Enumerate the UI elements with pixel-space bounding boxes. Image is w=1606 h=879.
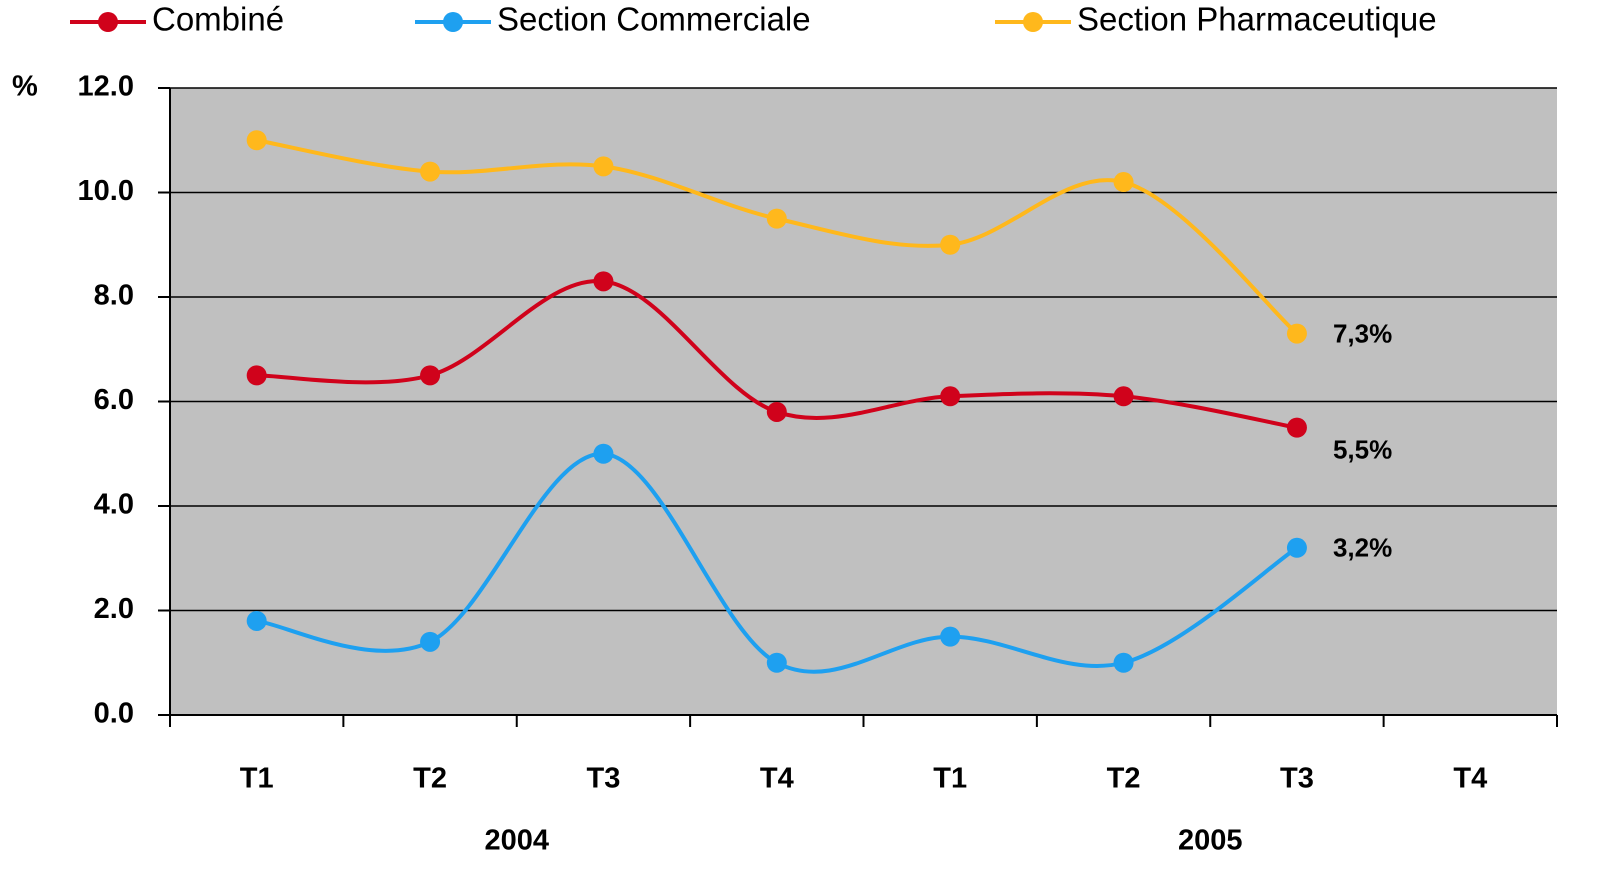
data-point: [940, 626, 961, 647]
data-point: [940, 386, 961, 407]
data-point: [766, 208, 787, 229]
legend-marker: [1023, 12, 1043, 32]
data-point: [593, 443, 614, 464]
data-point: [1113, 172, 1134, 193]
data-point: [1113, 386, 1134, 407]
x-tick-label: T1: [933, 763, 967, 795]
x-group-label: 2005: [1178, 825, 1243, 857]
y-tick-label: 12.0: [78, 71, 134, 103]
legend-label: Combiné: [152, 1, 284, 38]
data-point: [1286, 417, 1307, 438]
legend-marker: [98, 12, 118, 32]
y-tick-label: 0.0: [94, 698, 134, 730]
data-label: 7,3%: [1333, 318, 1392, 348]
data-point: [766, 401, 787, 422]
x-tick-label: T3: [587, 763, 621, 795]
y-axis-unit: %: [12, 71, 38, 103]
x-tick-label: T4: [760, 763, 794, 795]
x-tick-label: T2: [413, 763, 447, 795]
data-point: [420, 631, 441, 652]
legend-label: Section Pharmaceutique: [1077, 1, 1437, 38]
data-label: 5,5%: [1333, 435, 1392, 465]
data-point: [593, 271, 614, 292]
data-label: 3,2%: [1333, 533, 1392, 563]
y-tick-label: 6.0: [94, 384, 134, 416]
legend-label: Section Commerciale: [497, 1, 811, 38]
x-group-label: 2004: [484, 825, 549, 857]
data-point: [246, 365, 267, 386]
data-point: [766, 652, 787, 673]
data-point: [246, 610, 267, 631]
x-tick-label: T1: [240, 763, 274, 795]
x-tick-label: T4: [1453, 763, 1487, 795]
data-point: [940, 234, 961, 255]
data-point: [420, 365, 441, 386]
data-point: [593, 156, 614, 177]
legend-marker: [443, 12, 463, 32]
x-tick-label: T3: [1280, 763, 1314, 795]
data-point: [1113, 652, 1134, 673]
y-tick-label: 10.0: [78, 175, 134, 207]
data-point: [246, 130, 267, 151]
x-tick-label: T2: [1107, 763, 1141, 795]
y-tick-label: 8.0: [94, 280, 134, 312]
y-tick-label: 2.0: [94, 593, 134, 625]
y-tick-label: 4.0: [94, 489, 134, 521]
data-point: [1286, 537, 1307, 558]
data-point: [1286, 323, 1307, 344]
data-point: [420, 161, 441, 182]
